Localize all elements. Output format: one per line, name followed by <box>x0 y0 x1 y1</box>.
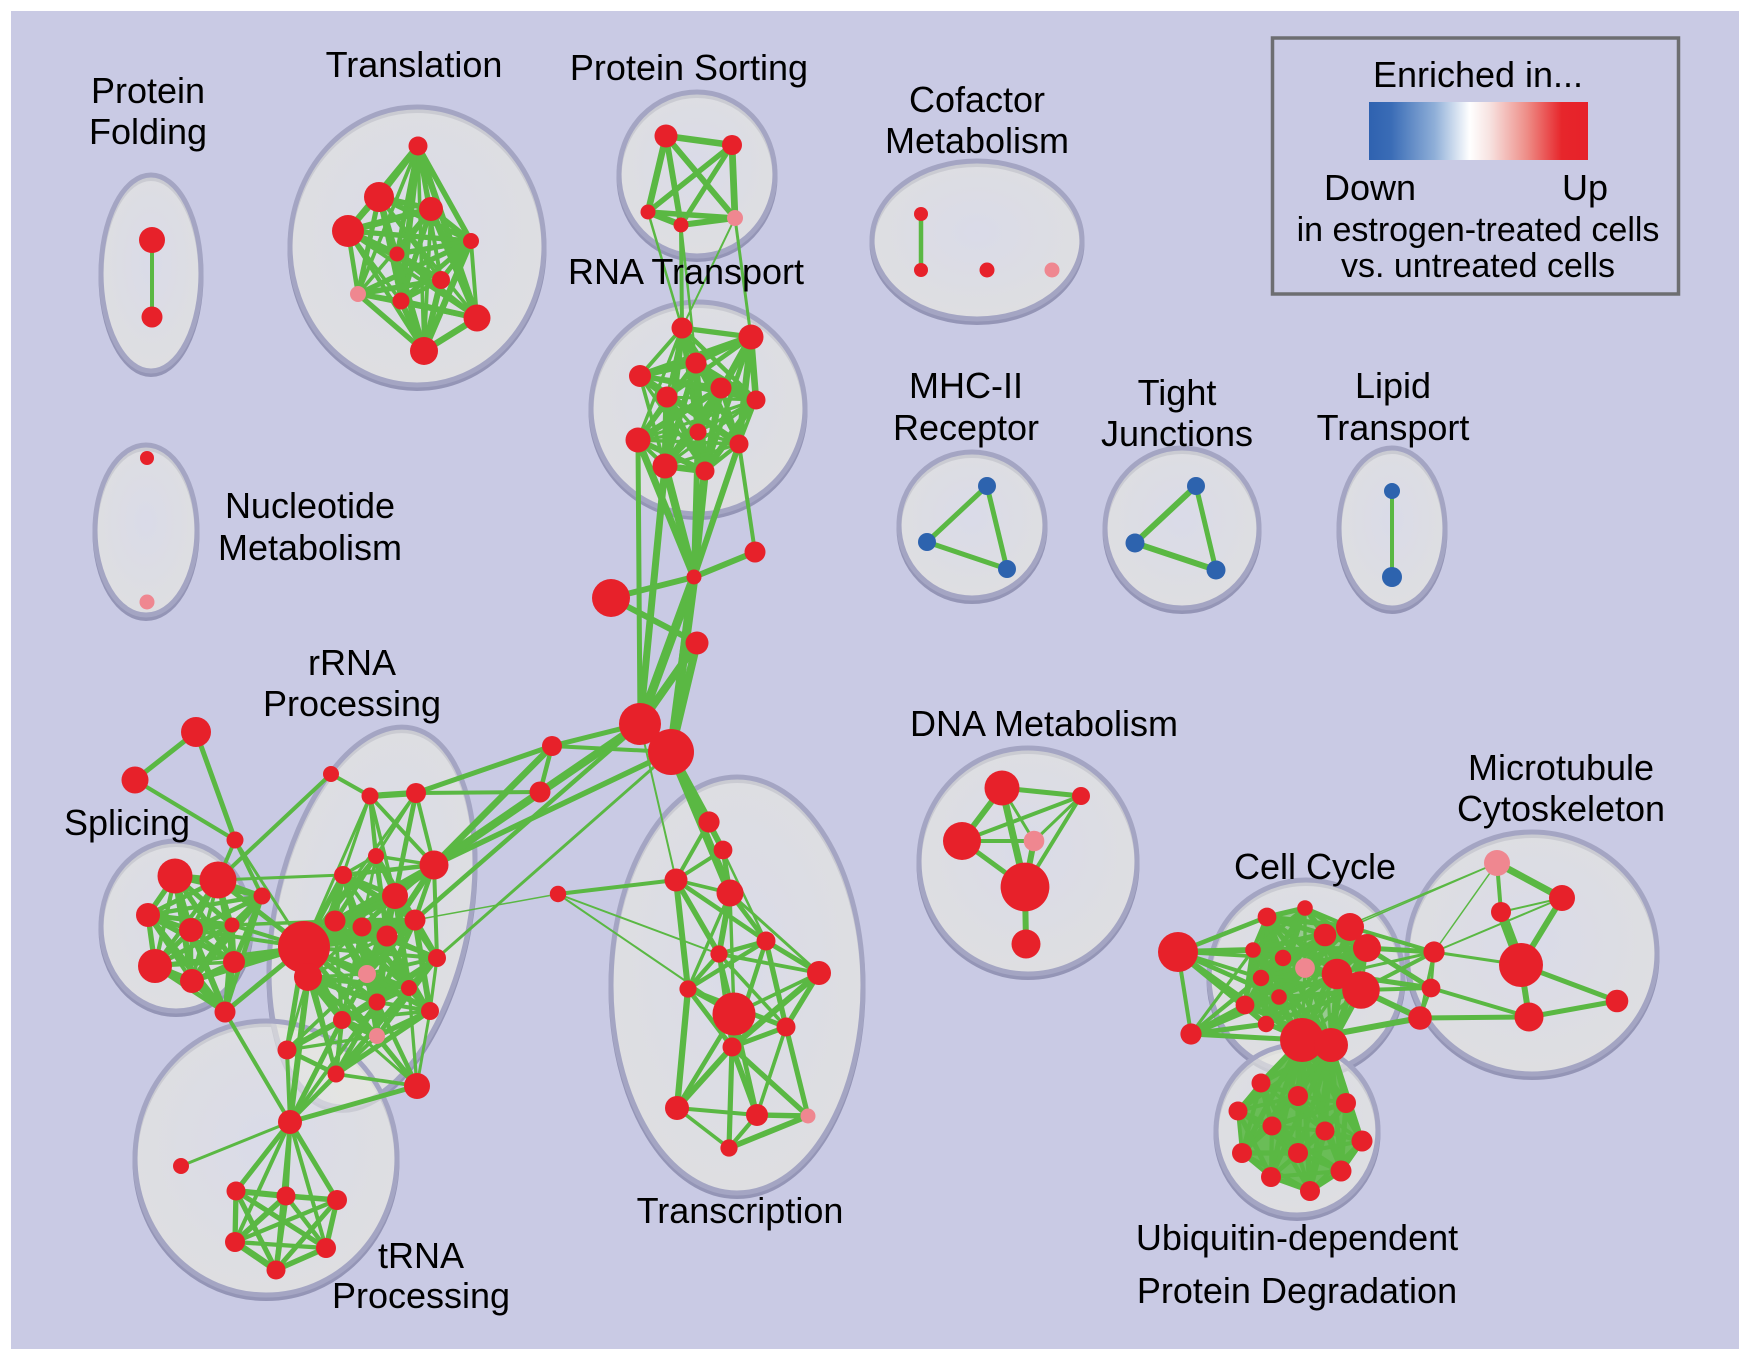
svg-text:MHC-II: MHC-II <box>909 365 1023 406</box>
svg-text:Cell Cycle: Cell Cycle <box>1234 846 1396 887</box>
svg-text:Translation: Translation <box>326 44 503 85</box>
svg-text:Lipid: Lipid <box>1355 365 1431 406</box>
svg-text:Junctions: Junctions <box>1101 413 1253 454</box>
svg-text:Splicing: Splicing <box>64 802 190 843</box>
svg-text:Down: Down <box>1324 167 1416 208</box>
svg-text:Folding: Folding <box>89 111 207 152</box>
svg-text:RNA Transport: RNA Transport <box>568 251 804 292</box>
svg-text:Protein Sorting: Protein Sorting <box>570 47 808 88</box>
svg-text:tRNA: tRNA <box>378 1235 464 1276</box>
svg-text:Tight: Tight <box>1138 372 1217 413</box>
svg-text:Cofactor: Cofactor <box>909 79 1045 120</box>
svg-text:Microtubule: Microtubule <box>1468 747 1654 788</box>
svg-text:Metabolism: Metabolism <box>218 527 402 568</box>
svg-text:Transcription: Transcription <box>637 1190 844 1231</box>
svg-text:Protein Degradation: Protein Degradation <box>1137 1270 1457 1311</box>
svg-text:vs. untreated cells: vs. untreated cells <box>1341 247 1615 285</box>
svg-text:Receptor: Receptor <box>893 407 1039 448</box>
svg-text:Protein: Protein <box>91 70 205 111</box>
svg-text:Nucleotide: Nucleotide <box>225 485 395 526</box>
svg-text:DNA Metabolism: DNA Metabolism <box>910 703 1178 744</box>
svg-text:Cytoskeleton: Cytoskeleton <box>1457 788 1665 829</box>
svg-text:Enriched in...: Enriched in... <box>1373 54 1583 95</box>
svg-text:Ubiquitin-dependent: Ubiquitin-dependent <box>1136 1217 1458 1258</box>
svg-text:Transport: Transport <box>1317 407 1470 448</box>
svg-text:Processing: Processing <box>263 683 441 724</box>
svg-text:Processing: Processing <box>332 1275 510 1316</box>
svg-text:in estrogen-treated cells: in estrogen-treated cells <box>1297 211 1660 249</box>
svg-text:Up: Up <box>1562 167 1608 208</box>
svg-text:Metabolism: Metabolism <box>885 120 1069 161</box>
svg-text:rRNA: rRNA <box>308 642 396 683</box>
